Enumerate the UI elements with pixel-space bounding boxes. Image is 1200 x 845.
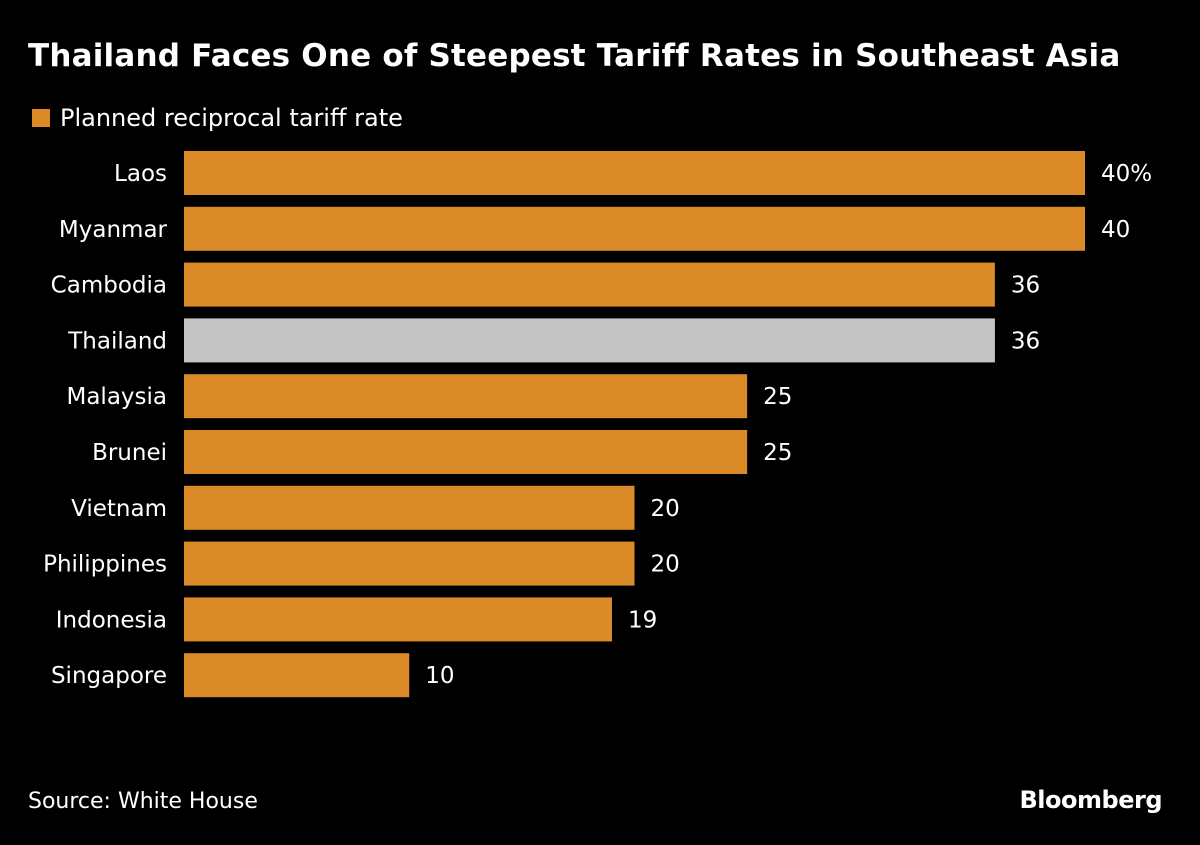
category-label: Singapore — [51, 663, 167, 689]
category-label: Malaysia — [66, 384, 167, 410]
category-label: Myanmar — [59, 217, 168, 243]
chart-title: Thailand Faces One of Steepest Tariff Ra… — [28, 38, 1121, 74]
category-label: Vietnam — [71, 496, 167, 522]
bar — [184, 151, 1085, 195]
data-label: 19 — [628, 607, 657, 633]
bloomberg-logo: Bloomberg — [1019, 786, 1163, 814]
data-label: 20 — [651, 552, 680, 578]
bar — [184, 206, 1085, 251]
category-label: Brunei — [92, 440, 167, 466]
category-label: Laos — [114, 161, 167, 187]
category-label: Cambodia — [51, 273, 167, 299]
data-label: 40% — [1101, 161, 1152, 187]
bar — [184, 374, 748, 419]
category-label: Philippines — [43, 552, 167, 578]
source-note: Source: White House — [28, 789, 258, 814]
bar-highlighted — [184, 318, 995, 363]
data-label: 20 — [651, 496, 680, 522]
data-label: 25 — [763, 440, 792, 466]
legend-swatch — [32, 109, 50, 127]
bar — [184, 430, 748, 474]
legend-label: Planned reciprocal tariff rate — [60, 104, 403, 132]
data-label: 25 — [763, 384, 792, 410]
data-label: 36 — [1011, 328, 1040, 354]
legend: Planned reciprocal tariff rate — [32, 104, 403, 132]
bar — [184, 541, 635, 586]
category-label: Thailand — [67, 328, 167, 354]
bar — [184, 262, 995, 307]
data-label: 40 — [1101, 217, 1130, 243]
category-label: Indonesia — [56, 607, 167, 633]
data-label: 36 — [1011, 273, 1040, 299]
bar — [184, 653, 410, 698]
bar — [184, 485, 635, 530]
bar — [184, 597, 612, 642]
data-label: 10 — [425, 663, 454, 689]
